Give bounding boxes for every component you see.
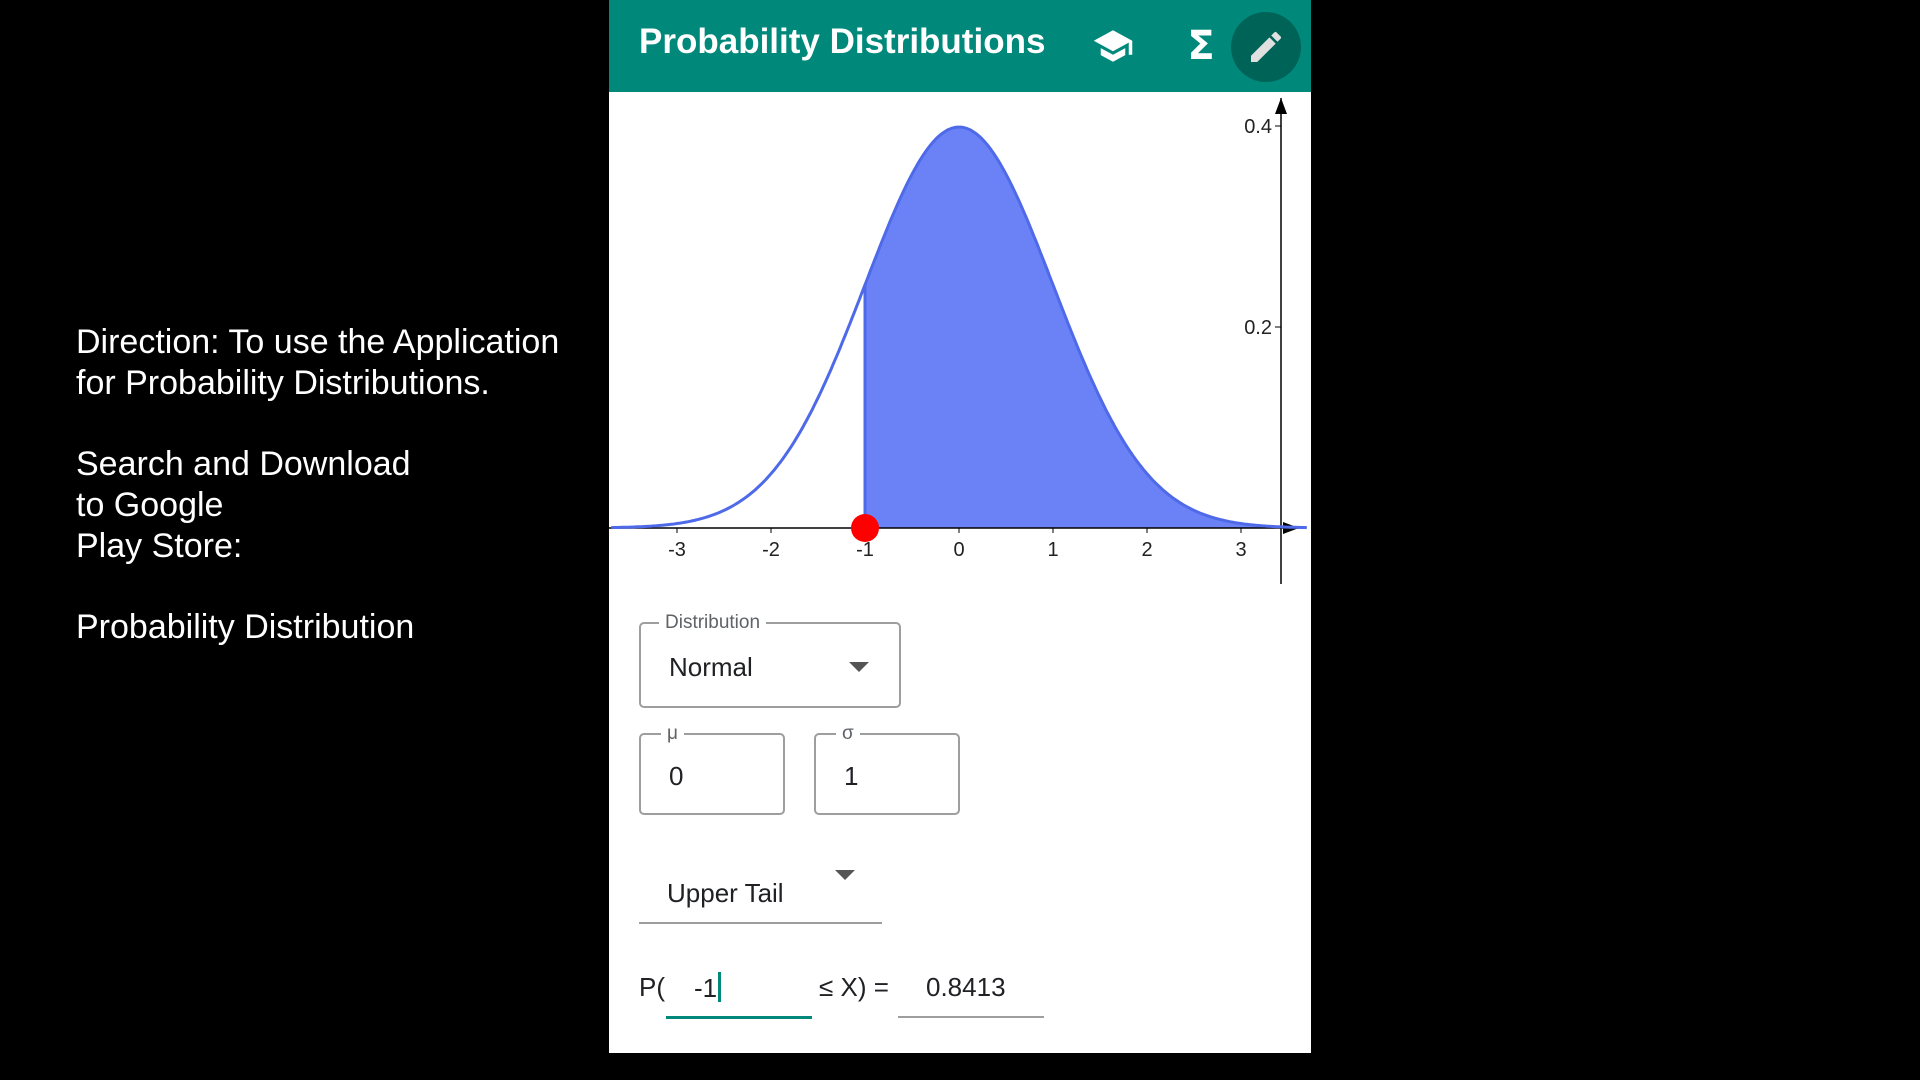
probability-result-field: 0.8413 — [898, 962, 1044, 1018]
x-tick-label: 3 — [1235, 539, 1246, 561]
density-curve — [611, 125, 1307, 530]
probability-input-value: -1 — [694, 973, 718, 1003]
instruction-line: Probability Distribution — [76, 608, 415, 646]
app-screen: Probability Distributions Σ -3 -2 -1 0 1 2 3 0.… — [609, 0, 1311, 1053]
sum-button[interactable]: Σ — [1169, 14, 1233, 78]
x-tick-label: -3 — [668, 539, 686, 561]
tail-value: Upper Tail — [667, 878, 784, 908]
instruction-line: for Probability Distributions. — [76, 364, 490, 402]
instruction-line: to Google — [76, 486, 224, 524]
chevron-down-icon — [849, 662, 869, 672]
x-tick-label: 1 — [1047, 539, 1058, 561]
x-tick-label: -2 — [762, 539, 780, 561]
chevron-down-icon — [835, 870, 855, 880]
sd-value: 1 — [844, 761, 859, 791]
tail-select[interactable]: Upper Tail — [639, 860, 882, 924]
probability-middle: ≤ X) = — [819, 972, 889, 1002]
app-title: Probability Distributions — [639, 22, 1046, 61]
pencil-icon — [1251, 31, 1282, 62]
sigma-icon: Σ — [1187, 23, 1215, 69]
probability-input[interactable]: -1 — [666, 962, 812, 1019]
normal-distribution-chart: -3 -2 -1 0 1 2 3 0.2 0.4 — [609, 98, 1307, 584]
instructions-text: Direction: To use the Application for Pr… — [76, 322, 559, 648]
app-bar: Probability Distributions Σ — [609, 0, 1311, 92]
sd-label: σ — [836, 723, 860, 745]
probability-prefix: P( — [639, 972, 665, 1002]
learn-button[interactable] — [1081, 14, 1145, 78]
mean-field[interactable]: μ 0 — [639, 723, 785, 815]
instruction-line: Play Store: — [76, 527, 243, 565]
x-tick-label: -1 — [856, 539, 874, 561]
probability-result: 0.8413 — [926, 972, 1006, 1002]
edit-button[interactable] — [1231, 12, 1301, 82]
instruction-line: Search and Download — [76, 445, 411, 483]
shaded-area — [865, 127, 1307, 528]
distribution-select[interactable]: Distribution Normal — [639, 612, 901, 708]
y-tick-label: 0.2 — [1244, 317, 1272, 339]
distribution-value: Normal — [669, 652, 753, 682]
draggable-point-marker[interactable] — [851, 514, 879, 542]
sd-field[interactable]: σ 1 — [814, 723, 960, 815]
graduation-cap-icon — [1093, 30, 1133, 62]
y-axis-arrow — [1275, 98, 1287, 114]
x-tick-label: 2 — [1141, 539, 1152, 561]
mean-label: μ — [661, 723, 684, 745]
text-cursor — [718, 972, 722, 1002]
instruction-line: Direction: To use the Application — [76, 323, 560, 361]
distribution-label: Distribution — [659, 612, 767, 634]
y-tick-label: 0.4 — [1244, 116, 1272, 138]
mean-value: 0 — [669, 761, 684, 791]
x-tick-label: 0 — [953, 539, 964, 561]
